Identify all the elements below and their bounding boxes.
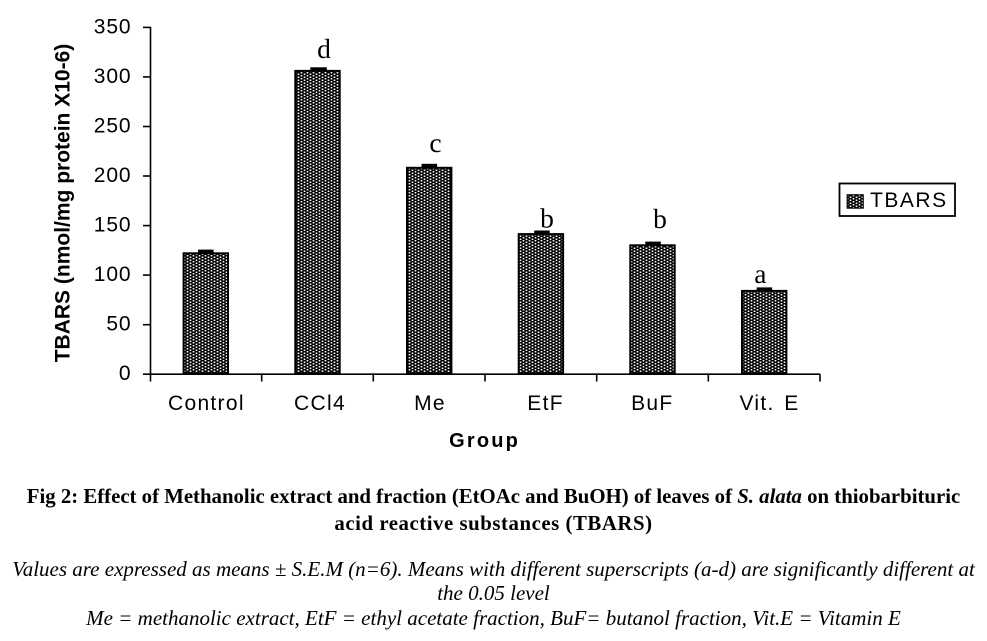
svg-text:b: b [540,203,554,234]
svg-text:Me: Me [414,392,446,415]
svg-text:200: 200 [94,164,132,187]
svg-text:0: 0 [119,362,132,385]
svg-text:300: 300 [94,65,132,88]
svg-text:EtF: EtF [527,392,564,415]
svg-text:Group: Group [449,430,520,452]
svg-text:TBARS: TBARS [870,189,948,212]
svg-text:250: 250 [94,114,132,137]
svg-text:Control: Control [168,392,245,415]
svg-text:TBARS (nmol/mg protein X10-6): TBARS (nmol/mg protein X10-6) [52,44,75,363]
svg-text:b: b [653,203,667,234]
svg-text:Vit. E: Vit. E [739,392,799,415]
svg-text:CCl4: CCl4 [294,392,346,415]
svg-text:350: 350 [94,15,132,38]
svg-text:50: 50 [106,313,131,336]
svg-text:BuF: BuF [631,392,673,415]
svg-text:150: 150 [94,214,132,237]
svg-text:100: 100 [94,263,132,286]
svg-text:a: a [754,258,766,289]
svg-text:c: c [429,127,441,158]
svg-text:d: d [317,33,331,64]
